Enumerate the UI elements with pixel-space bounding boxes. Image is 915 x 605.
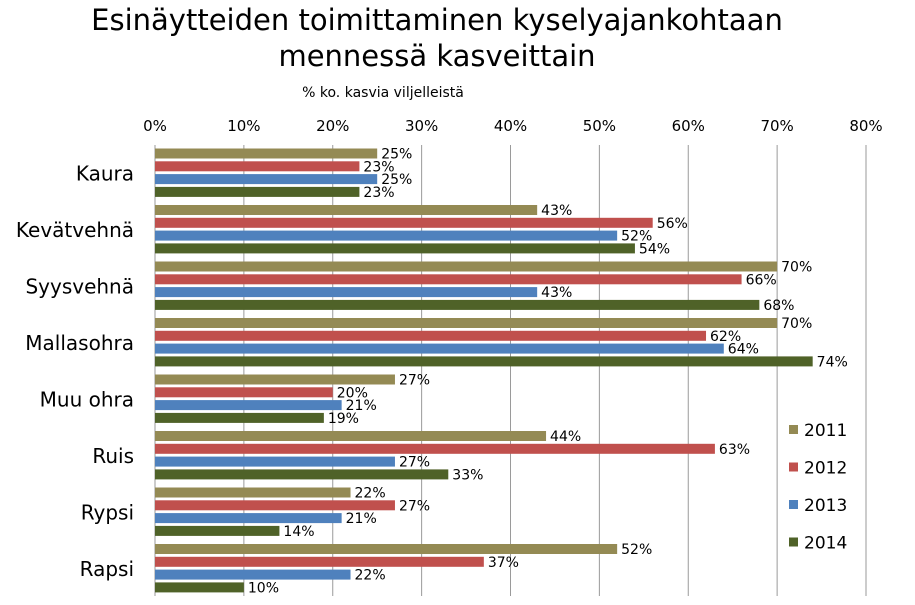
data-label-2013-4: 21% <box>346 398 377 414</box>
data-label-2011-6: 22% <box>355 486 386 502</box>
x-tick-label-0: 0% <box>143 117 167 135</box>
data-label-2014-0: 23% <box>363 185 394 201</box>
legend-label-2012: 2012 <box>804 459 847 479</box>
bar-2013-1 <box>155 230 618 241</box>
category-label-6: Rypsi <box>81 500 134 524</box>
data-label-2014-3: 74% <box>817 354 848 370</box>
category-label-3: Mallasohra <box>25 331 134 355</box>
category-label-2: Syysvehnä <box>25 274 134 298</box>
bar-2011-0 <box>155 148 378 159</box>
bar-2011-7 <box>155 544 618 554</box>
bars: 25%23%25%23%43%56%52%54%70%66%43%68%70%6… <box>155 147 848 596</box>
bar-2013-6 <box>155 513 342 524</box>
data-label-2012-4: 20% <box>337 385 368 401</box>
bar-2014-3 <box>155 356 813 367</box>
category-label-7: Rapsi <box>80 557 134 581</box>
legend-swatch-2012 <box>789 462 798 472</box>
data-label-2013-6: 21% <box>346 511 377 527</box>
x-tick-label-20: 20% <box>316 117 349 135</box>
data-label-2013-3: 64% <box>728 342 759 358</box>
data-label-2012-6: 27% <box>399 498 430 514</box>
x-tick-label-10: 10% <box>227 117 260 135</box>
bar-2011-3 <box>155 318 778 328</box>
bar-2011-1 <box>155 205 538 215</box>
x-tick-label-70: 70% <box>760 117 793 135</box>
legend: 2011 2012 2013 2014 <box>789 421 847 554</box>
legend-swatch-2013 <box>789 500 798 509</box>
category-label-0: Kaura <box>76 161 134 185</box>
bar-2011-4 <box>155 374 395 385</box>
x-tick-label-80: 80% <box>849 117 882 135</box>
bar-2012-2 <box>155 274 742 285</box>
data-label-2014-6: 14% <box>283 524 314 540</box>
chart-title-line-2: mennessä kasveittain <box>278 39 595 73</box>
data-label-2013-7: 22% <box>355 568 386 584</box>
data-label-2012-5: 63% <box>719 442 750 458</box>
x-tick-label-50: 50% <box>583 117 616 135</box>
x-tick-label-30: 30% <box>405 117 438 135</box>
data-label-2011-7: 52% <box>621 542 652 558</box>
bar-2014-0 <box>155 186 360 197</box>
data-label-2012-7: 37% <box>488 555 519 571</box>
bar-2012-1 <box>155 217 653 228</box>
data-label-2011-1: 43% <box>541 203 572 219</box>
data-label-2011-0: 25% <box>381 147 412 163</box>
data-label-2011-3: 70% <box>781 316 812 332</box>
bar-2012-5 <box>155 443 715 454</box>
data-label-2011-4: 27% <box>399 373 430 389</box>
data-label-2011-2: 70% <box>781 260 812 276</box>
bar-2014-4 <box>155 412 324 423</box>
bar-2012-0 <box>155 161 360 172</box>
data-label-2014-7: 10% <box>248 580 279 596</box>
legend-label-2011: 2011 <box>804 421 847 441</box>
bar-2013-4 <box>155 400 342 411</box>
bar-2013-3 <box>155 343 724 354</box>
chart-title-line-1: Esinäytteiden toimittaminen kyselyajanko… <box>91 3 783 37</box>
data-label-2014-2: 68% <box>763 298 794 314</box>
data-label-2014-5: 33% <box>452 467 483 483</box>
data-label-2013-0: 25% <box>381 172 412 188</box>
data-label-2012-3: 62% <box>710 329 741 345</box>
data-label-2014-4: 19% <box>328 411 359 427</box>
category-label-1: Kevätvehnä <box>16 218 134 242</box>
chart-subtitle: % ko. kasvia viljelleistä <box>302 85 464 101</box>
category-label-5: Ruis <box>92 444 134 468</box>
bar-2012-7 <box>155 556 484 567</box>
bar-2013-2 <box>155 287 538 298</box>
bar-2012-4 <box>155 387 333 398</box>
x-axis-ticks: 0% 10% 20% 30% 40% 50% 60% 70% 80% <box>143 117 883 135</box>
bar-2013-7 <box>155 569 351 580</box>
bar-2014-6 <box>155 525 280 536</box>
x-tick-label-40: 40% <box>494 117 527 135</box>
category-label-4: Muu ohra <box>40 387 134 411</box>
category-labels: Kaura Kevätvehnä Syysvehnä Mallasohra Muu oh… <box>16 161 134 581</box>
data-label-2013-2: 43% <box>541 285 572 301</box>
bar-2013-0 <box>155 174 378 185</box>
data-label-2012-2: 66% <box>746 272 777 288</box>
data-label-2013-5: 27% <box>399 455 430 471</box>
data-label-2012-0: 23% <box>363 159 394 175</box>
legend-swatch-2014 <box>789 537 798 547</box>
x-tick-label-60: 60% <box>672 117 705 135</box>
data-label-2013-1: 52% <box>621 229 652 245</box>
legend-label-2013: 2013 <box>804 496 847 516</box>
data-label-2011-5: 44% <box>550 429 581 445</box>
bar-2014-7 <box>155 582 244 593</box>
bar-2012-6 <box>155 500 395 511</box>
data-label-2012-1: 56% <box>657 216 688 232</box>
bar-2011-6 <box>155 487 351 498</box>
legend-label-2014: 2014 <box>804 534 847 554</box>
bar-2014-5 <box>155 469 449 480</box>
bar-2014-1 <box>155 243 635 254</box>
bar-2013-5 <box>155 456 395 467</box>
bar-2011-2 <box>155 261 778 272</box>
legend-swatch-2011 <box>789 425 798 434</box>
data-label-2014-1: 54% <box>639 241 670 257</box>
bar-2012-3 <box>155 330 707 341</box>
bar-2014-2 <box>155 299 760 310</box>
bar-2011-5 <box>155 431 547 441</box>
